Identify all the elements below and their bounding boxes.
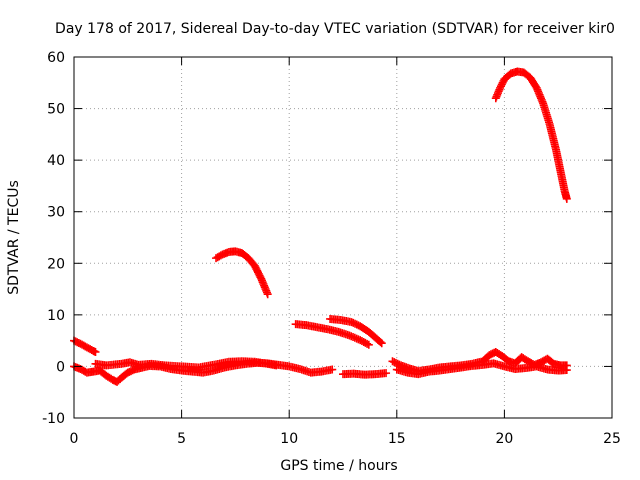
series-baseline-midday [339, 369, 391, 379]
data-point [263, 290, 272, 299]
x-tick-label: 5 [177, 431, 186, 447]
x-tick-label: 0 [70, 431, 79, 447]
y-tick-label: 50 [47, 102, 65, 118]
series-arc-early-decline [70, 336, 100, 356]
data-point [376, 338, 385, 347]
x-tick-label: 10 [280, 431, 298, 447]
data-point [363, 339, 372, 348]
series-arc-7h [212, 247, 272, 299]
plot-frame [73, 56, 613, 419]
x-axis-label: GPS time / hours [280, 458, 397, 474]
y-tick-label: 20 [47, 256, 65, 272]
y-tick-label: 0 [56, 359, 65, 375]
x-tick-label: 15 [388, 431, 406, 447]
series-arc-12h [326, 314, 386, 348]
series-arc-20h [491, 67, 571, 203]
y-tick-label: -10 [42, 411, 65, 427]
data-point [496, 82, 505, 91]
data-points [70, 67, 571, 386]
data-point [562, 366, 571, 375]
x-tick-label: 20 [495, 431, 513, 447]
axis-ticks: 0 5 10 15 20 25 -10 0 10 20 30 40 50 60 [42, 50, 621, 447]
x-tick-label: 25 [603, 431, 621, 447]
y-axis-label: SDTVAR / TECUs [6, 180, 22, 295]
series-baseline-afternoon-2 [392, 359, 571, 379]
y-tick-label: 10 [47, 308, 65, 324]
data-point [498, 78, 507, 87]
y-tick-label: 30 [47, 205, 65, 221]
y-tick-label: 40 [47, 153, 65, 169]
data-point [382, 369, 391, 378]
data-point [364, 340, 373, 349]
data-point [377, 339, 386, 348]
y-tick-label: 60 [47, 50, 65, 66]
data-point [272, 361, 281, 370]
chart-title: Day 178 of 2017, Sidereal Day-to-day VTE… [55, 21, 615, 37]
data-point [562, 194, 571, 203]
series-baseline-morning-2 [91, 357, 281, 372]
data-point [91, 347, 100, 356]
series-arc-10h [291, 320, 373, 349]
data-point [497, 80, 506, 89]
data-point [328, 365, 337, 374]
data-point [496, 83, 505, 92]
